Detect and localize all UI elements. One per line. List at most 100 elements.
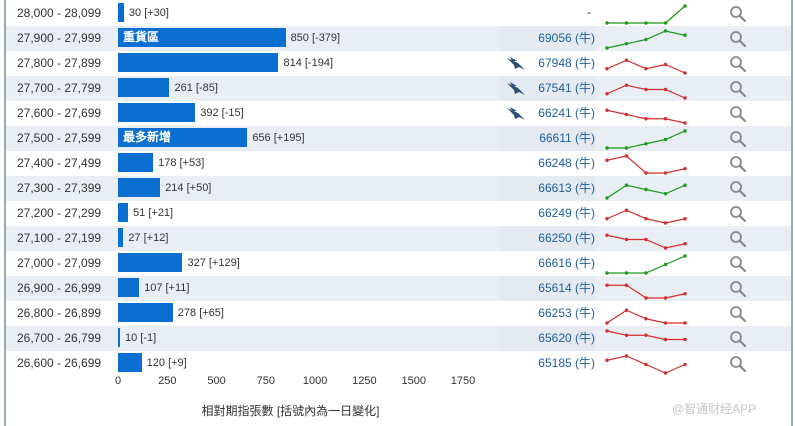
magnifier-icon[interactable] [729, 205, 747, 223]
warrant-code-link[interactable]: 66241 (牛) [538, 106, 595, 120]
sparkline-point [663, 21, 668, 25]
empty-code: - [587, 5, 591, 19]
open-interest-value: 392 [-15] [200, 107, 244, 119]
open-interest-bar [118, 253, 183, 272]
magnifier-icon[interactable] [729, 305, 747, 323]
sparkline-down [605, 58, 687, 75]
sparkline-point [644, 217, 648, 221]
warrant-code-cell: 66611 (牛) [500, 126, 595, 151]
table-row: 26,600 - 26,699 120 [+9] 65185 (牛) [6, 351, 791, 376]
magnifier-icon[interactable] [729, 330, 747, 348]
bird-icon [507, 82, 525, 95]
warrant-code-cell: 66616 (牛) [500, 251, 595, 276]
open-interest-bar [118, 353, 142, 372]
sparkline-point [624, 183, 629, 187]
sparkline-point [663, 29, 668, 33]
sparkline-down [605, 83, 687, 100]
sparkline-point [644, 237, 648, 242]
warrant-code-link[interactable]: 65614 (牛) [538, 281, 595, 295]
warrant-code-cell: 69056 (牛) [500, 26, 595, 51]
strike-range: 27,600 - 27,699 [17, 106, 102, 120]
sparkline-down [605, 208, 687, 225]
sparkline-point [624, 333, 629, 337]
strike-range: 27,800 - 27,899 [17, 56, 102, 70]
sparkline-down [605, 354, 687, 375]
magnifier-icon[interactable] [729, 5, 747, 23]
warrant-code-cell: 65620 (牛) [500, 326, 595, 351]
strike-range: 27,900 - 27,999 [17, 31, 102, 45]
magnifier-icon[interactable] [729, 180, 747, 198]
open-interest-value: 278 [+65] [177, 307, 224, 319]
magnifier-icon[interactable] [729, 30, 747, 48]
sparkline-point [683, 362, 687, 367]
strike-range: 26,700 - 26,799 [17, 331, 102, 345]
sparkline-point [683, 167, 687, 171]
x-axis-tick-label: 750 [256, 375, 276, 387]
x-axis-tick-label: 1250 [352, 375, 377, 387]
bird-icon [507, 107, 525, 120]
open-interest-value: 814 [-194] [283, 57, 334, 69]
sparkline-down [605, 329, 687, 342]
open-interest-bar [118, 228, 124, 247]
warrant-code-link[interactable]: 66249 (牛) [538, 206, 595, 220]
sparkline-point [624, 21, 629, 25]
table-row: 27,600 - 27,699 392 [-15] 66241 (牛) [6, 101, 791, 126]
magnifier-icon[interactable] [729, 230, 747, 248]
open-interest-bar [118, 153, 154, 172]
warrant-code-link[interactable]: 67948 (牛) [538, 56, 595, 70]
sparkline-point [683, 217, 687, 221]
strike-range: 28,000 - 28,099 [17, 6, 102, 20]
magnifier-icon[interactable] [729, 55, 747, 73]
sparkline-up [605, 129, 687, 150]
magnifier-icon[interactable] [729, 130, 747, 148]
sparkline-point [683, 242, 687, 246]
sparkline-point [663, 371, 668, 375]
warrant-code-link[interactable]: 67541 (牛) [538, 81, 595, 95]
panel-right-border [791, 0, 793, 426]
x-axis-tick-label: 1000 [302, 375, 328, 387]
warrant-code-link[interactable]: 66611 (牛) [539, 131, 595, 145]
sparkline-point [683, 121, 687, 125]
sparkline-point [605, 329, 609, 333]
strike-range: 27,000 - 27,099 [17, 256, 102, 270]
warrant-code-link[interactable]: 66248 (牛) [538, 156, 595, 170]
sparkline-point [624, 308, 629, 312]
sparkline-point [624, 112, 629, 117]
sparkline-up [605, 183, 687, 200]
sparkline-point [605, 233, 609, 237]
sparkline-point [644, 21, 648, 25]
warrant-code-cell: 67948 (牛) [500, 51, 595, 76]
magnifier-icon[interactable] [729, 80, 747, 98]
magnifier-icon[interactable] [729, 280, 747, 298]
open-interest-bar [118, 278, 140, 297]
warrant-code-link[interactable]: 66613 (牛) [538, 181, 595, 195]
warrant-code-link[interactable]: 65620 (牛) [538, 331, 595, 345]
magnifier-icon[interactable] [729, 105, 747, 123]
warrant-code-link[interactable]: 66250 (牛) [538, 231, 595, 245]
sparkline-point [683, 321, 687, 325]
table-row: 27,700 - 27,799 261 [-85] 67541 (牛) [6, 76, 791, 101]
warrant-code-link[interactable]: 69056 (牛) [538, 31, 595, 45]
open-interest-bar [118, 203, 129, 222]
open-interest-value: 261 [-85] [174, 82, 218, 94]
sparkline-point [663, 87, 668, 92]
sparkline-point [683, 129, 687, 133]
x-axis-tick-label: 500 [207, 375, 226, 387]
open-interest-bar [118, 178, 161, 197]
sparkline-down [605, 283, 687, 300]
table-row: 27,000 - 27,099 327 [+129] 66616 (牛) [6, 251, 791, 276]
warrant-code-cell: 66249 (牛) [500, 201, 595, 226]
open-interest-bar [118, 78, 170, 97]
open-interest-bar [118, 328, 120, 347]
magnifier-icon[interactable] [729, 255, 747, 273]
warrant-code-link[interactable]: 66616 (牛) [538, 256, 595, 270]
warrant-code-link[interactable]: 65185 (牛) [538, 356, 595, 370]
warrant-code-link[interactable]: 66253 (牛) [538, 306, 595, 320]
sparkline-point [683, 71, 687, 75]
sparkline-point [644, 87, 648, 92]
sparkline-point [663, 62, 668, 67]
magnifier-icon[interactable] [729, 155, 747, 173]
sparkline-point [683, 4, 687, 8]
warrant-code-cell: 66248 (牛) [500, 151, 595, 176]
magnifier-icon[interactable] [729, 355, 747, 373]
